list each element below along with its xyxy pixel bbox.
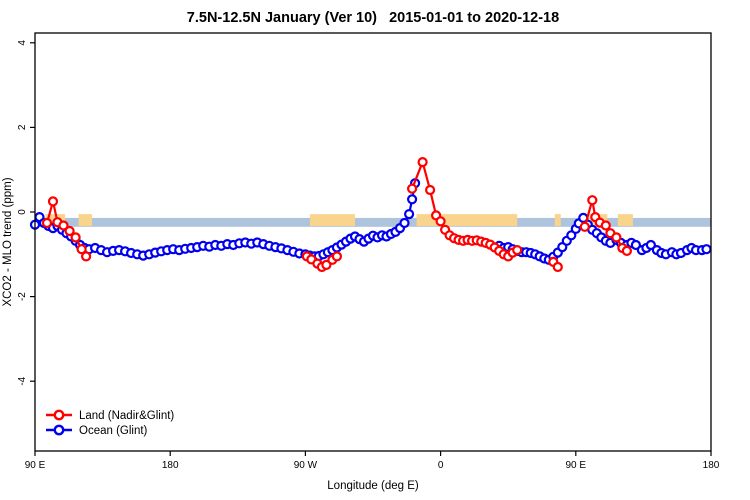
legend-label-ocean: Ocean (Glint) bbox=[79, 425, 148, 437]
y-axis-title: XCO2 - MLO trend (ppm) bbox=[2, 177, 14, 306]
y-tick-label: 4 bbox=[17, 40, 28, 46]
legend-item-ocean: Ocean (Glint) bbox=[46, 424, 148, 437]
y-tick-label: 0 bbox=[17, 209, 28, 215]
y-tick-label: 2 bbox=[17, 124, 28, 130]
data-point-land bbox=[58, 220, 69, 231]
map-band-land bbox=[617, 214, 633, 226]
legend-marker-land-circle bbox=[53, 409, 65, 421]
map-band-ocean bbox=[35, 217, 711, 227]
data-point-land bbox=[552, 261, 563, 273]
y-tick-label: -4 bbox=[17, 376, 28, 385]
data-point-land bbox=[331, 251, 342, 262]
data-point-land bbox=[417, 157, 428, 168]
legend-marker-ocean-circle bbox=[53, 424, 65, 436]
x-tick-label: 90 W bbox=[294, 460, 318, 471]
x-tick-label: 0 bbox=[438, 460, 444, 471]
x-tick-label: 180 bbox=[162, 460, 179, 471]
x-tick-label: 180 bbox=[703, 460, 720, 471]
data-point-land bbox=[611, 232, 622, 243]
data-point-land bbox=[435, 216, 446, 227]
map-band-land bbox=[416, 214, 518, 226]
legend-item-land: Land (Nadir&Glint) bbox=[46, 409, 174, 422]
chart-title: 7.5N-12.5N January (Ver 10) 2015-01-01 t… bbox=[187, 10, 559, 26]
data-point-land bbox=[579, 221, 590, 232]
y-tick-label: -2 bbox=[17, 292, 28, 301]
legend-label-land: Land (Nadir&Glint) bbox=[79, 410, 174, 422]
map-band-land bbox=[554, 214, 561, 226]
data-point-land bbox=[64, 225, 75, 237]
data-point-land bbox=[47, 196, 59, 207]
data-point-ocean bbox=[404, 209, 415, 220]
data-point-land bbox=[70, 232, 81, 243]
data-point-land bbox=[80, 251, 92, 262]
data-point-land bbox=[41, 217, 53, 229]
chart-layer: 90 E 180 90 W 0 90 E 180 4 2 0 -2 -4 bbox=[17, 32, 720, 471]
map-band-land bbox=[78, 214, 93, 226]
data-point-ocean bbox=[701, 244, 712, 255]
map-band-land bbox=[309, 214, 355, 226]
data-point-ocean bbox=[399, 217, 410, 229]
data-point-land bbox=[76, 244, 87, 255]
data-point-land bbox=[512, 245, 523, 256]
data-point-ocean bbox=[407, 194, 418, 205]
legend: Land (Nadir&Glint) Ocean (Glint) bbox=[46, 409, 174, 437]
plot-frame bbox=[34, 32, 712, 452]
x-tick-label: 90 E bbox=[566, 460, 587, 471]
data-point-land bbox=[407, 183, 418, 194]
data-point-land bbox=[621, 245, 633, 256]
x-axis-title: Longitude (deg E) bbox=[327, 480, 419, 492]
x-tick-label: 90 E bbox=[25, 460, 46, 471]
data-point-land bbox=[425, 184, 436, 196]
data-point-land bbox=[587, 195, 598, 206]
data-point-land bbox=[600, 220, 611, 231]
